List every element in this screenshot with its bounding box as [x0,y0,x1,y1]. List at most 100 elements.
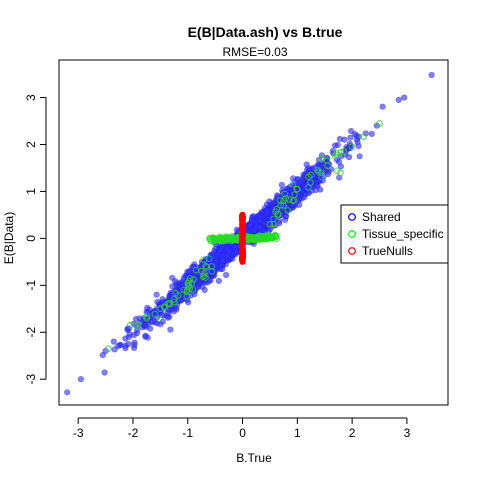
shared-point [185,268,193,275]
legend-marker [348,213,356,221]
shared-point [173,282,180,290]
tissue-specific-point [188,279,195,287]
shared-point [165,314,172,321]
x-tick-label: -3 [73,426,84,440]
tissue-specific-point [263,233,270,240]
true-null-point [239,238,246,245]
shared-point [250,228,257,235]
tissue-specific-point [281,190,289,198]
shared-point [356,153,363,160]
tissue-specific-point [205,255,213,263]
y-axis-label: E(B|Data) [2,212,16,264]
tissue-specific-point [274,210,282,218]
shared-point [224,252,231,259]
tissue-specific-point [126,321,134,329]
true-null-point [239,231,246,239]
shared-point [64,389,71,396]
x-axis-label: B.True [236,451,272,465]
shared-point [334,141,341,148]
shared-point [278,181,286,188]
shared-point [114,343,122,350]
tissue-specific-point [318,169,325,177]
x-tick-label: -2 [128,426,139,440]
shared-point [167,326,174,333]
tissue-specific-point [315,168,322,175]
chart-subtitle: RMSE=0.03 [222,45,287,59]
shared-point [368,130,375,137]
tissue-specific-point [307,179,314,186]
tissue-specific-point [207,235,214,242]
shared-point [144,334,151,341]
tissue-specific-point [184,279,192,287]
tissue-specific-point [284,207,292,214]
tissue-specific-point [333,149,340,157]
tissue-specific-point [198,267,205,275]
shared-point [276,220,283,227]
tissue-specific-point [307,171,315,179]
shared-point [185,299,192,306]
tissue-specific-point [105,345,112,353]
tissue-specific-point [280,202,287,209]
tissue-specific-point [183,293,191,300]
shared-point [379,103,386,110]
true-null-point [239,250,246,257]
tissue-specific-point [165,300,173,307]
tissue-specific-point [208,268,216,275]
y-tick-label: 2 [24,141,38,148]
shared-point [212,254,219,261]
tissue-specific-point [222,237,230,244]
shared-point [285,185,293,192]
shared-point [246,221,254,228]
tissue-specific-point [157,305,164,313]
shared-point [336,135,344,142]
x-tick-label: 1 [294,426,301,440]
tissue-specific-point [289,180,297,188]
shared-point [316,156,323,163]
shared-point [77,376,84,383]
tissue-specific-point [319,155,326,162]
shared-point [180,275,187,282]
tissue-specific-point [219,235,227,242]
shared-point [258,213,265,220]
chart-title: E(B|Data.ash) vs B.true [188,24,343,40]
tissue-specific-point [203,263,211,271]
tissue-specific-point [337,148,345,156]
series-tissue-specific [105,120,383,353]
tissue-specific-point [156,315,163,322]
tissue-specific-point [160,303,168,311]
shared-point [147,325,154,332]
tissue-specific-point [183,288,191,295]
tissue-specific-point [190,276,197,283]
legend-box [340,204,449,264]
tissue-specific-point [143,314,150,322]
legend-marker [348,230,356,238]
tissue-specific-point [337,169,344,177]
shared-point [347,134,354,141]
tissue-specific-point [324,162,331,169]
tissue-specific-point [172,289,179,297]
shared-point [267,226,274,233]
true-null-point [239,211,246,218]
plot-layer [64,71,435,396]
shared-point [395,96,402,103]
y-tick-label: -2 [24,327,38,338]
shared-point [313,178,320,185]
tissue-specific-point [376,120,383,127]
shared-point [124,326,131,334]
x-tick-label: 0 [239,426,246,440]
shared-point [362,130,369,137]
tissue-specific-point [133,322,140,330]
legend-marker [348,247,356,255]
shared-point [144,304,151,311]
tissue-specific-point [318,173,325,180]
tissue-specific-point [332,153,339,160]
true-null-point [239,225,246,232]
true-null-point [239,258,246,265]
tissue-specific-point [211,239,219,247]
shared-point [308,187,315,194]
shared-point [348,128,355,135]
shared-point [354,139,361,146]
y-tick-label: 3 [24,94,38,101]
tissue-specific-point [280,197,287,205]
tissue-specific-point [255,232,263,240]
